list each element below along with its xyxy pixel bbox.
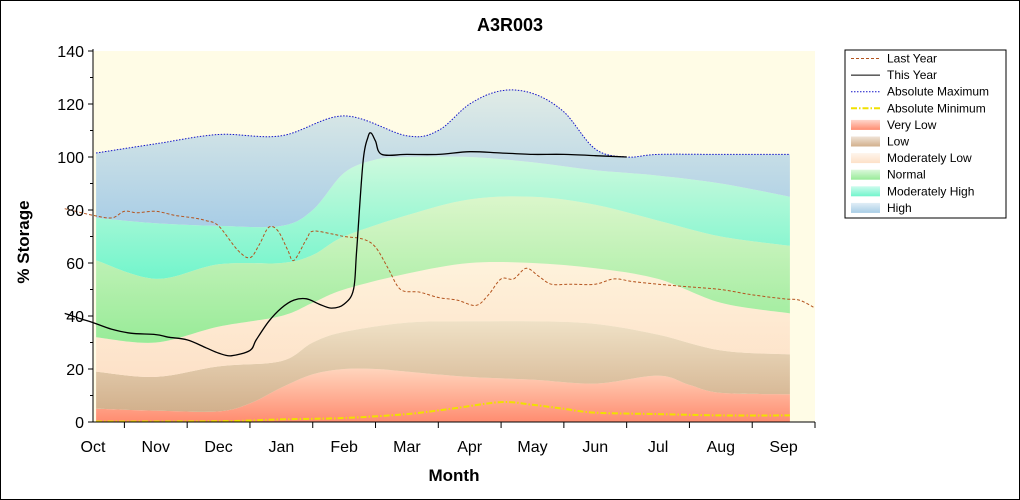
band-moderately-low bbox=[96, 261, 790, 378]
legend-swatch bbox=[851, 186, 880, 197]
legend-label: Absolute Minimum bbox=[887, 101, 986, 115]
y-axis-title: % Storage bbox=[14, 200, 33, 283]
legend: Last Year This Year Absolute Maximum Absolu… bbox=[844, 49, 1007, 219]
legend-swatch bbox=[851, 153, 880, 164]
legend-item-very-low: Very Low bbox=[851, 118, 937, 132]
legend-swatch bbox=[851, 169, 880, 180]
legend-item-normal: Normal bbox=[851, 168, 926, 182]
x-tick-label-mar: Mar bbox=[393, 439, 421, 456]
series-this-year-line bbox=[64, 132, 627, 357]
y-tick-label: 140 bbox=[57, 44, 84, 61]
x-tick-label-sep: Sep bbox=[769, 439, 798, 456]
x-tick-label-jan: Jan bbox=[268, 439, 294, 456]
x-tick-label-apr: Apr bbox=[457, 439, 483, 456]
legend-label: Absolute Maximum bbox=[887, 85, 989, 99]
x-tick-label-may: May bbox=[517, 439, 547, 456]
legend-item-absolute-maximum: Absolute Maximum bbox=[851, 85, 989, 99]
legend-label: Moderately Low bbox=[887, 151, 972, 165]
x-tick-label-feb: Feb bbox=[330, 439, 358, 456]
legend-label: Normal bbox=[887, 168, 926, 182]
x-tick-label-oct: Oct bbox=[81, 439, 106, 456]
legend-label: High bbox=[887, 201, 912, 215]
legend-item-moderately-low: Moderately Low bbox=[851, 151, 972, 165]
x-axis-title: Month bbox=[429, 466, 480, 485]
y-tick-label: 120 bbox=[57, 97, 84, 114]
y-tick-label: 80 bbox=[66, 203, 84, 220]
legend-label: This Year bbox=[887, 68, 937, 82]
x-tick-label-aug: Aug bbox=[707, 439, 735, 456]
legend-label: Moderately High bbox=[887, 184, 974, 198]
legend-swatch bbox=[851, 119, 880, 130]
band-high bbox=[96, 89, 790, 228]
axes: 0 20 40 60 80 100 120 140 Oct Nov Dec Jan Feb Mar Apr M… bbox=[57, 44, 816, 456]
y-tick-label: 20 bbox=[66, 362, 84, 379]
legend-swatch bbox=[851, 136, 880, 147]
series-lines bbox=[64, 89, 816, 423]
x-tick-label-dec: Dec bbox=[204, 439, 232, 456]
legend-label: Very Low bbox=[887, 118, 937, 132]
band-moderately-high bbox=[96, 156, 790, 279]
y-tick-label: 40 bbox=[66, 309, 84, 326]
band-low bbox=[96, 321, 790, 412]
legend-swatch bbox=[851, 202, 880, 213]
legend-item-this-year: This Year bbox=[851, 68, 937, 82]
x-tick-label-nov: Nov bbox=[142, 439, 170, 456]
series-absolute-minimum-line bbox=[96, 400, 790, 423]
legend-label: Low bbox=[887, 135, 909, 149]
percentile-bands bbox=[96, 89, 790, 422]
series-absolute-maximum-line bbox=[96, 89, 790, 158]
x-tick-label-jun: Jun bbox=[582, 439, 608, 456]
chart-title: A3R003 bbox=[477, 15, 543, 35]
band-normal bbox=[96, 196, 790, 343]
legend-item-last-year: Last Year bbox=[851, 52, 937, 66]
legend-item-moderately-high: Moderately High bbox=[851, 184, 974, 198]
band-very-low bbox=[96, 368, 790, 422]
x-tick-label-jul: Jul bbox=[648, 439, 668, 456]
legend-item-high: High bbox=[851, 201, 912, 215]
y-tick-label: 100 bbox=[57, 150, 84, 167]
legend-item-low: Low bbox=[851, 135, 909, 149]
legend-item-absolute-minimum: Absolute Minimum bbox=[851, 101, 986, 115]
y-tick-label: 0 bbox=[75, 415, 84, 432]
y-tick-label: 60 bbox=[66, 256, 84, 273]
legend-label: Last Year bbox=[887, 52, 937, 66]
